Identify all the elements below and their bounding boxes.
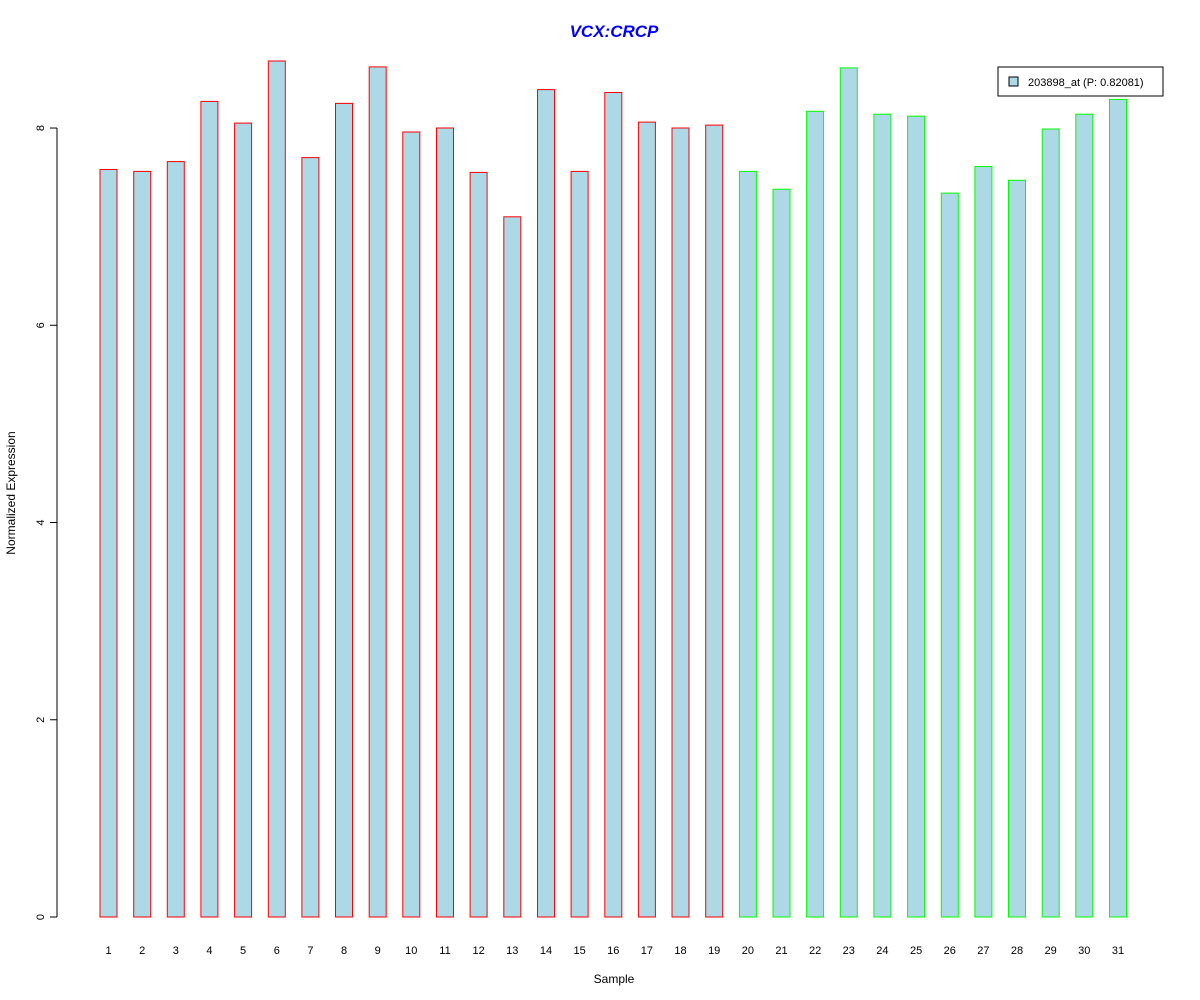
x-tick-labels: 1 2 3 4 5 6 7 8 9 10 11 12 13 14 15 16 17 18 19 20 21 22 23 24 2… — [105, 945, 1124, 957]
x-tick-label: 9 — [375, 945, 381, 957]
chart-title: VCX:CRCP — [570, 22, 659, 41]
x-tick-label: 5 — [240, 945, 246, 957]
x-tick-label: 28 — [1011, 945, 1023, 957]
bar-sample-24 — [873, 113, 892, 918]
bar-sample-8 — [335, 102, 353, 918]
bar-sample-18 — [671, 127, 690, 918]
y-tick-label: 4 — [35, 519, 47, 525]
y-axis-title: Normalized Expression — [4, 431, 18, 554]
x-tick-label: 25 — [910, 945, 922, 957]
bar-sample-19 — [705, 124, 724, 918]
bar-sample-5 — [234, 122, 253, 918]
x-tick-label: 12 — [472, 945, 484, 957]
bar-sample-16 — [604, 92, 623, 918]
bar-sample-12 — [469, 171, 488, 918]
x-axis-title: Sample — [594, 972, 635, 986]
bar-sample-23 — [839, 67, 858, 918]
bar-sample-30 — [1075, 113, 1094, 918]
y-tick-label: 2 — [35, 717, 47, 723]
bar-sample-4 — [200, 100, 219, 918]
x-tick-label: 22 — [809, 945, 821, 957]
x-tick-label: 27 — [977, 945, 989, 957]
bar-sample-26 — [940, 192, 959, 918]
x-tick-label: 21 — [775, 945, 787, 957]
x-tick-label: 10 — [405, 945, 417, 957]
legend-swatch — [1008, 76, 1019, 87]
bar-sample-29 — [1041, 128, 1060, 918]
bars — [99, 60, 1127, 918]
legend: 203898_at (P: 0.82081) — [997, 66, 1164, 97]
bar-sample-3 — [166, 161, 185, 918]
bar-sample-13 — [503, 216, 522, 918]
x-tick-label: 16 — [607, 945, 619, 957]
x-tick-label: 13 — [506, 945, 518, 957]
bar-sample-14 — [537, 89, 555, 918]
x-tick-label: 6 — [274, 945, 280, 957]
legend-box — [997, 66, 1164, 97]
x-tick-label: 14 — [540, 945, 552, 957]
x-tick-label: 18 — [674, 945, 686, 957]
x-tick-label: 29 — [1045, 945, 1057, 957]
bar-sample-2 — [133, 170, 152, 918]
x-tick-label: 1 — [105, 945, 111, 957]
bar-sample-20 — [738, 170, 757, 918]
bar-sample-27 — [974, 166, 993, 918]
x-tick-label: 31 — [1112, 945, 1124, 957]
bar-sample-21 — [772, 188, 791, 918]
x-tick-label: 30 — [1078, 945, 1090, 957]
x-tick-label: 24 — [876, 945, 888, 957]
bar-sample-17 — [637, 121, 656, 918]
y-tick-label: 6 — [35, 322, 47, 328]
bar-sample-6 — [267, 60, 286, 918]
bar-sample-9 — [368, 66, 387, 918]
bar-sample-25 — [907, 115, 926, 918]
y-tick-label: 0 — [35, 914, 47, 920]
bar-sample-15 — [570, 170, 589, 918]
x-tick-label: 3 — [173, 945, 179, 957]
bar-sample-1 — [99, 169, 118, 918]
x-tick-label: 4 — [206, 945, 212, 957]
x-tick-label: 23 — [843, 945, 855, 957]
x-tick-label: 17 — [641, 945, 653, 957]
bar-sample-31 — [1109, 98, 1127, 918]
bar-sample-7 — [301, 157, 320, 918]
x-tick-label: 11 — [439, 945, 450, 957]
bar-sample-10 — [402, 131, 421, 918]
x-tick-label: 20 — [742, 945, 754, 957]
legend-label: 203898_at (P: 0.82081) — [1028, 77, 1144, 89]
x-tick-label: 8 — [341, 945, 347, 957]
x-tick-label: 7 — [307, 945, 313, 957]
y-axis: 0 2 4 6 8 — [35, 125, 58, 920]
x-tick-label: 15 — [573, 945, 585, 957]
x-tick-label: 26 — [944, 945, 956, 957]
x-tick-label: 2 — [139, 945, 145, 957]
bar-sample-28 — [1008, 179, 1026, 918]
x-tick-label: 19 — [708, 945, 720, 957]
y-tick-label: 8 — [35, 125, 47, 131]
bar-sample-11 — [436, 127, 454, 918]
bar-sample-22 — [806, 110, 825, 918]
